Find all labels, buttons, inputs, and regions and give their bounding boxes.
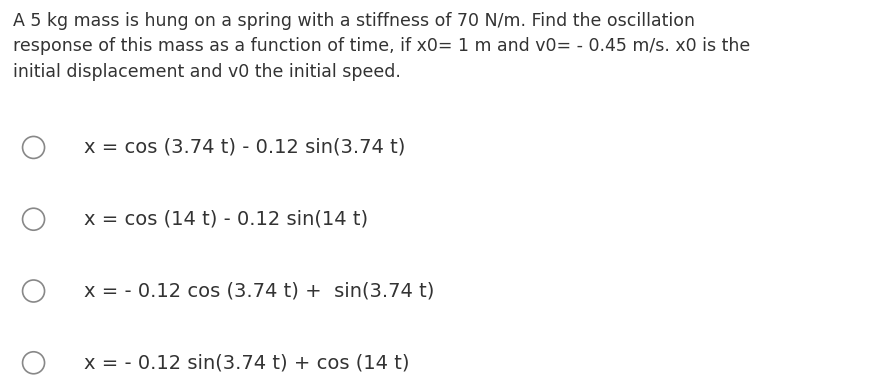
Ellipse shape — [23, 280, 44, 302]
Ellipse shape — [23, 208, 44, 230]
Text: A 5 kg mass is hung on a spring with a stiffness of 70 N/m. Find the oscillation: A 5 kg mass is hung on a spring with a s… — [13, 12, 751, 81]
Text: x = - 0.12 sin(3.74 t) + cos (14 t): x = - 0.12 sin(3.74 t) + cos (14 t) — [84, 353, 410, 372]
Text: x = cos (14 t) - 0.12 sin(14 t): x = cos (14 t) - 0.12 sin(14 t) — [84, 210, 368, 229]
Text: x = - 0.12 cos (3.74 t) +  sin(3.74 t): x = - 0.12 cos (3.74 t) + sin(3.74 t) — [84, 282, 434, 300]
Ellipse shape — [23, 137, 44, 158]
Text: x = cos (3.74 t) - 0.12 sin(3.74 t): x = cos (3.74 t) - 0.12 sin(3.74 t) — [84, 138, 405, 157]
Ellipse shape — [23, 352, 44, 374]
